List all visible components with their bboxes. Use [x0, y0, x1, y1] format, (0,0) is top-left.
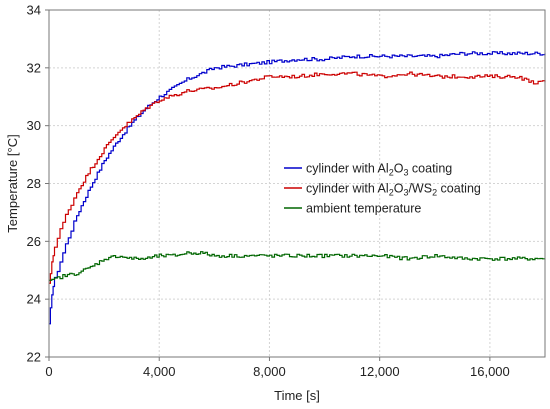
x-axis-title: Time [s]: [274, 388, 320, 403]
x-tick-label: 16,000: [470, 364, 510, 379]
y-tick-label: 22: [27, 350, 41, 365]
x-axis-ticks: 0 4,000 8,000 12,000 16,000: [45, 357, 510, 379]
legend-label: cylinder with Al2O3/WS2 coating: [306, 182, 481, 198]
series-lines: [49, 51, 546, 325]
y-axis-ticks: 22 24 26 28 30 32 34: [27, 3, 49, 365]
legend: cylinder with Al2O3 coating cylinder with…: [284, 162, 481, 216]
series-line-cylinder-with-al2o3-coating: [49, 51, 546, 325]
x-tick-label: 8,000: [253, 364, 286, 379]
legend-label: cylinder with Al2O3 coating: [306, 162, 452, 178]
y-tick-label: 26: [27, 234, 41, 249]
y-tick-label: 28: [27, 176, 41, 191]
series-line-ambient-temperature: [49, 251, 546, 281]
series-line-cylinder-with-al2o3-ws2-coating: [49, 71, 546, 284]
y-tick-label: 24: [27, 292, 41, 307]
gridlines: [49, 10, 545, 357]
x-tick-label: 12,000: [360, 364, 400, 379]
y-axis-title: Temperature [°C]: [5, 134, 20, 232]
y-tick-label: 30: [27, 118, 41, 133]
legend-label: ambient temperature: [306, 202, 421, 216]
x-tick-label: 0: [45, 364, 52, 379]
y-tick-label: 34: [27, 3, 41, 18]
x-tick-label: 4,000: [143, 364, 176, 379]
y-tick-label: 32: [27, 60, 41, 75]
